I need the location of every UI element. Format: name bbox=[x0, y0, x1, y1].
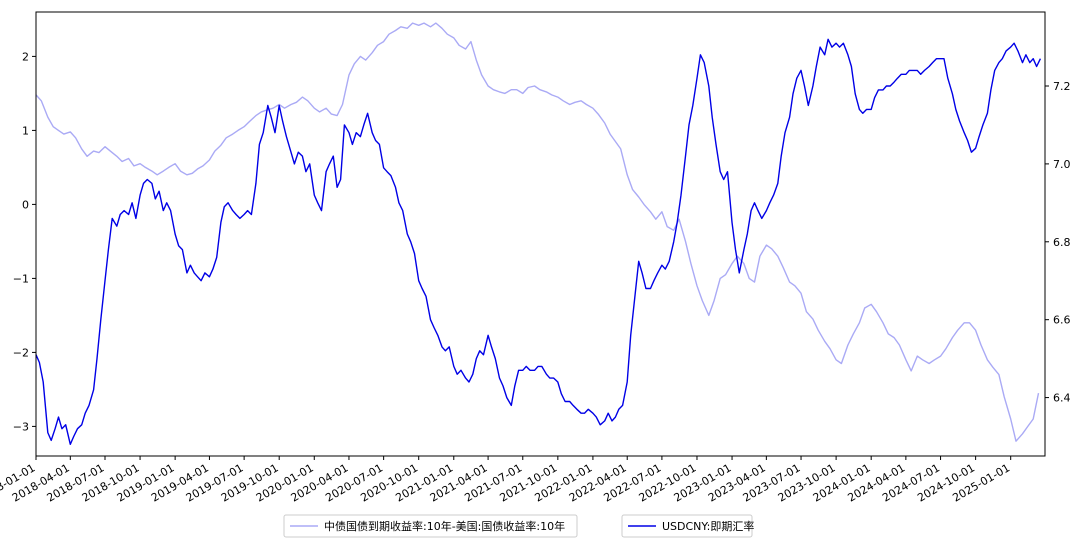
plot-frame bbox=[35, 11, 1046, 457]
series-layer bbox=[35, 22, 1042, 445]
right-tick-label: 6.6 bbox=[1053, 314, 1071, 327]
right-tick-label: 6.8 bbox=[1053, 236, 1071, 249]
left-tick-label: 1 bbox=[22, 124, 29, 137]
left-tick-label: 0 bbox=[22, 198, 29, 211]
right-y-axis: 6.4 6.6 6.8 7.0 7.2 bbox=[1045, 80, 1071, 405]
legend: 中债国债到期收益率:10年-美国:国债收益率:10年 USDCNY:即期汇率 bbox=[283, 514, 754, 538]
right-tick-label: 7.2 bbox=[1053, 80, 1071, 93]
legend-box-1 bbox=[283, 514, 578, 538]
series-line-yield-spread bbox=[35, 22, 1040, 442]
legend-box-2 bbox=[621, 514, 753, 538]
left-tick-label: −3 bbox=[13, 420, 29, 433]
legend-label-usdcny: USDCNY:即期汇率 bbox=[662, 519, 754, 533]
series-line-usdcny bbox=[35, 38, 1042, 445]
left-tick-label: −2 bbox=[13, 346, 29, 359]
right-tick-label: 6.4 bbox=[1053, 392, 1071, 405]
right-tick-label: 7.0 bbox=[1053, 158, 1071, 171]
left-tick-label: −1 bbox=[13, 272, 29, 285]
left-tick-label: 2 bbox=[22, 50, 29, 63]
left-y-axis: −3 −2 −1 0 1 2 bbox=[13, 50, 36, 433]
legend-label-spread: 中债国债到期收益率:10年-美国:国债收益率:10年 bbox=[324, 519, 565, 533]
